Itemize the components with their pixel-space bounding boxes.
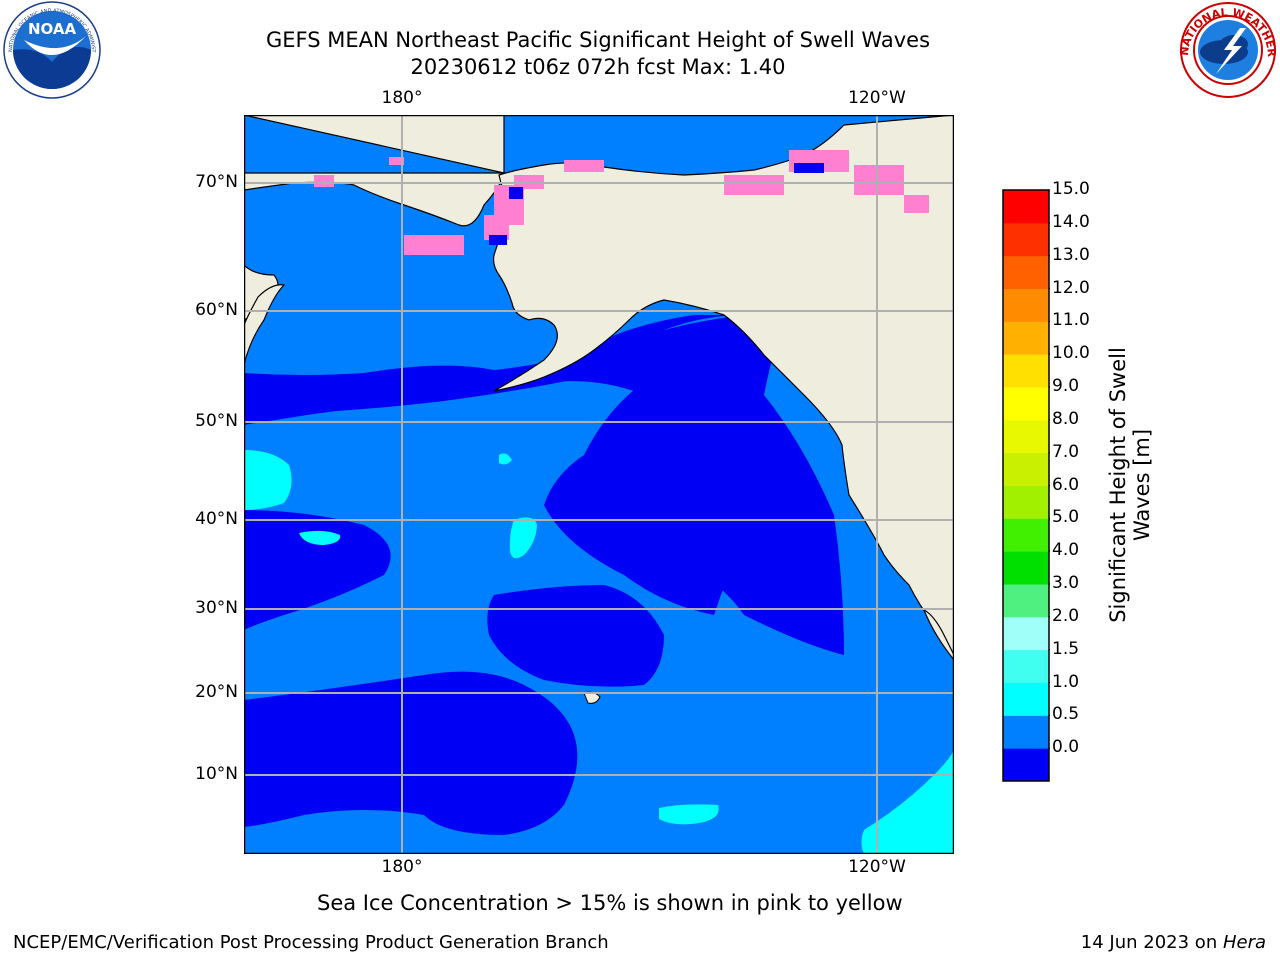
- swell-band-high-south: [659, 804, 719, 825]
- host-name: Hera: [1222, 932, 1266, 953]
- lat-label-20n: 20°N: [195, 682, 238, 702]
- colorbar-title-line2: Waves [m]: [1130, 428, 1154, 542]
- colorbar-tick-label: 5.0: [1052, 507, 1080, 528]
- colorbar-segment: [1003, 255, 1049, 289]
- colorbar-title: Significant Height of Swell Waves [m]: [1106, 347, 1154, 623]
- lon-label-bottom-120w: 120°W: [848, 857, 906, 877]
- map-title: GEFS MEAN Northeast Pacific Significant …: [265, 28, 931, 52]
- land-mexico: [922, 608, 954, 661]
- swell-band-low-west: [244, 510, 391, 630]
- colorbar-segment: [1003, 584, 1049, 618]
- colorbar-tick-label: 8.0: [1052, 408, 1080, 429]
- colorbar-segment: [1003, 485, 1049, 519]
- colorbar-tick-label: 9.0: [1052, 376, 1080, 396]
- swell-band-low-tropic: [244, 671, 578, 835]
- colorbar-segment: [1003, 748, 1049, 782]
- swell-band-low-gulf: [244, 315, 744, 415]
- map-subtitle: 20230612 t06z 072h fcst Max: 1.40: [410, 55, 786, 79]
- swell-height-map: [244, 115, 954, 854]
- lon-label-top-120w: 120°W: [848, 88, 906, 108]
- land-north-america: [492, 115, 954, 662]
- colorbar: [1002, 189, 1050, 782]
- colorbar-segment: [1003, 321, 1049, 355]
- nws-logo-icon: NATIONAL WEATHER SERVICE: [1176, 0, 1278, 98]
- swell-band-high-islet: [499, 453, 512, 465]
- map-frame: [244, 115, 954, 854]
- colorbar-segment: [1003, 616, 1049, 651]
- swell-band-low-central: [544, 390, 744, 615]
- colorbar-tick-label: 4.0: [1052, 540, 1080, 561]
- run-date-text: 14 Jun 2023 on: [1080, 932, 1223, 953]
- colorbar-tick-label: 2.0: [1052, 605, 1080, 626]
- colorbar-tick-label: 12.0: [1052, 277, 1090, 298]
- lat-label-40n: 40°N: [195, 509, 238, 529]
- swell-band-high-small: [299, 530, 341, 545]
- colorbar-segment: [1003, 222, 1049, 257]
- colorbar-tick-label: 0.5: [1052, 704, 1080, 725]
- lon-label-top-180: 180°: [381, 88, 423, 108]
- noaa-logo-icon: NOAA NATIONAL OCEANIC AND ATMOSPHERIC AD…: [0, 0, 101, 99]
- colorbar-segment: [1003, 551, 1049, 585]
- lon-label-bottom-180: 180°: [381, 857, 423, 877]
- colorbar-tick-label: 13.0: [1052, 244, 1090, 265]
- colorbar-segment: [1003, 288, 1049, 322]
- sea-ice-core: [489, 163, 824, 245]
- colorbar-tick-label: 1.5: [1052, 638, 1080, 659]
- colorbar-tick-label: 15.0: [1052, 179, 1090, 199]
- colorbar-segment: [1003, 649, 1049, 683]
- noaa-logo-text: NOAA: [28, 20, 77, 38]
- swell-band-high-southeast: [861, 750, 954, 854]
- swell-band-high-mid: [509, 517, 537, 559]
- colorbar-tick-label: 3.0: [1052, 573, 1080, 593]
- sea-ice: [314, 150, 929, 255]
- colorbar-segment: [1003, 354, 1049, 388]
- colorbar-tick-label: 6.0: [1052, 474, 1080, 495]
- swell-band-low-subtropic: [487, 585, 664, 687]
- colorbar-segment: [1003, 682, 1049, 716]
- lat-label-10n: 10°N: [195, 764, 238, 784]
- land-kamchatka: [244, 284, 286, 366]
- colorbar-segment: [1003, 387, 1049, 421]
- colorbar-tick-label: 1.0: [1052, 671, 1080, 692]
- run-date: 14 Jun 2023 on Hera: [1081, 932, 1266, 953]
- colorbar-tick-label: 11.0: [1052, 310, 1090, 331]
- colorbar-title-line1: Significant Height of Swell: [1106, 347, 1130, 623]
- colorbar-segment: [1003, 419, 1049, 454]
- colorbar-segment: [1003, 715, 1049, 749]
- colorbar-tick-label: 7.0: [1052, 441, 1080, 462]
- colorbar-segment: [1003, 190, 1049, 224]
- colorbar-tick-label: 14.0: [1052, 211, 1090, 232]
- graticule: [244, 115, 954, 854]
- lat-label-50n: 50°N: [195, 411, 238, 431]
- lat-label-30n: 30°N: [195, 598, 238, 618]
- lat-label-70n: 70°N: [195, 172, 238, 192]
- swell-band-high-west: [244, 450, 292, 510]
- lat-label-60n: 60°N: [195, 300, 238, 320]
- colorbar-segment: [1003, 518, 1049, 552]
- colorbar-segment: [1003, 452, 1049, 486]
- sea-ice-note: Sea Ice Concentration > 15% is shown in …: [317, 891, 903, 915]
- credit-line: NCEP/EMC/Verification Post Processing Pr…: [13, 932, 609, 953]
- colorbar-tick-label: 0.0: [1052, 737, 1080, 758]
- colorbar-tick-label: 10.0: [1052, 343, 1090, 364]
